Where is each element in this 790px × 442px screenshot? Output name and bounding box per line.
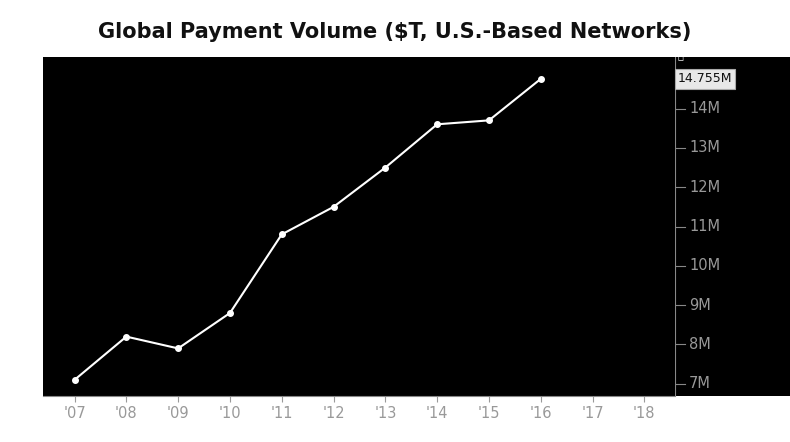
- Text: 📈: 📈: [678, 50, 683, 60]
- Text: 9M: 9M: [689, 297, 711, 312]
- Text: 7M: 7M: [689, 376, 711, 391]
- Text: 11M: 11M: [689, 219, 720, 234]
- Text: 10M: 10M: [689, 258, 720, 273]
- Text: 14.755M: 14.755M: [678, 72, 732, 85]
- Text: Global Payment Volume ($T, U.S.-Based Networks): Global Payment Volume ($T, U.S.-Based Ne…: [98, 22, 692, 42]
- Text: 13M: 13M: [689, 141, 720, 156]
- Text: 8M: 8M: [689, 337, 711, 352]
- Text: 14M: 14M: [689, 101, 720, 116]
- Text: 12M: 12M: [689, 180, 720, 195]
